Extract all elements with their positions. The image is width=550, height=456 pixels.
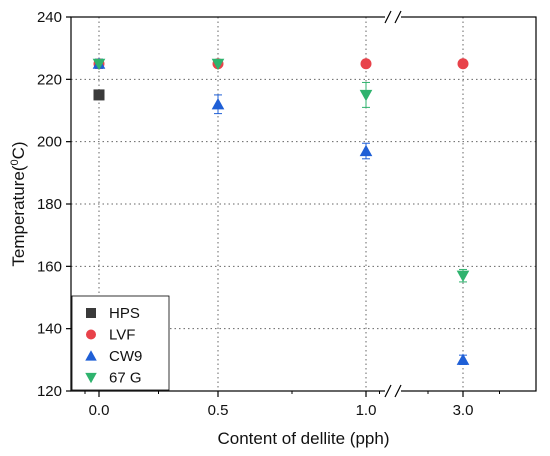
legend-label: 67 G <box>109 370 142 387</box>
y-tick-label: 240 <box>37 9 62 26</box>
x-tick-label: 0.5 <box>208 402 229 419</box>
y-axis-title-text: Temperature( <box>9 165 28 266</box>
legend-label: HPS <box>109 305 140 322</box>
axis-break-gap <box>385 388 401 394</box>
axis-break-mark <box>394 384 402 398</box>
y-tick-label: 220 <box>37 71 62 88</box>
data-point-67-g <box>92 58 106 71</box>
axis-break-mark <box>394 10 402 24</box>
y-tick-label: 120 <box>37 383 62 400</box>
data-point-lvf <box>360 58 372 70</box>
axes <box>66 10 500 398</box>
y-axis-title: Temperature(0C) <box>9 141 28 266</box>
legend-marker-lvf <box>86 329 96 340</box>
y-tick-label: 200 <box>37 134 62 151</box>
data-point-67-g <box>456 270 470 283</box>
y-axis-title-unit: C) <box>9 141 28 159</box>
data-point-cw9 <box>359 144 373 157</box>
y-tick-label: 160 <box>37 258 62 275</box>
legend-label: LVF <box>109 327 135 344</box>
legend-label: CW9 <box>109 348 142 365</box>
data-point-67-g <box>211 58 225 71</box>
legend-marker-hps <box>86 308 96 318</box>
data-point-67-g <box>359 89 373 102</box>
axis-break-gap <box>385 14 401 20</box>
y-tick-label: 140 <box>37 321 62 338</box>
axis-break-mark <box>384 384 392 398</box>
data-point-cw9 <box>211 97 225 110</box>
y-tick-label: 180 <box>37 196 62 213</box>
data-point-lvf <box>457 58 469 70</box>
x-axis-title: Content of dellite (pph) <box>218 429 390 448</box>
data-point-cw9 <box>456 353 470 365</box>
x-tick-label: 3.0 <box>453 402 474 419</box>
legend-marker-67-g <box>85 372 97 384</box>
tick-labels: 120 140 160 180 200 220 240 0.0 0.5 1.0 3.0 <box>37 9 473 419</box>
x-tick-label: 0.0 <box>89 402 110 419</box>
legend-marker-cw9 <box>85 350 97 361</box>
legend: HPS LVF CW9 67 G <box>71 295 170 391</box>
data-point-hps <box>93 89 105 101</box>
data-markers <box>92 57 470 365</box>
y-axis-title-superscript: 0 <box>9 159 21 165</box>
x-tick-label: 1.0 <box>356 402 377 419</box>
axis-break-mark <box>384 10 392 24</box>
